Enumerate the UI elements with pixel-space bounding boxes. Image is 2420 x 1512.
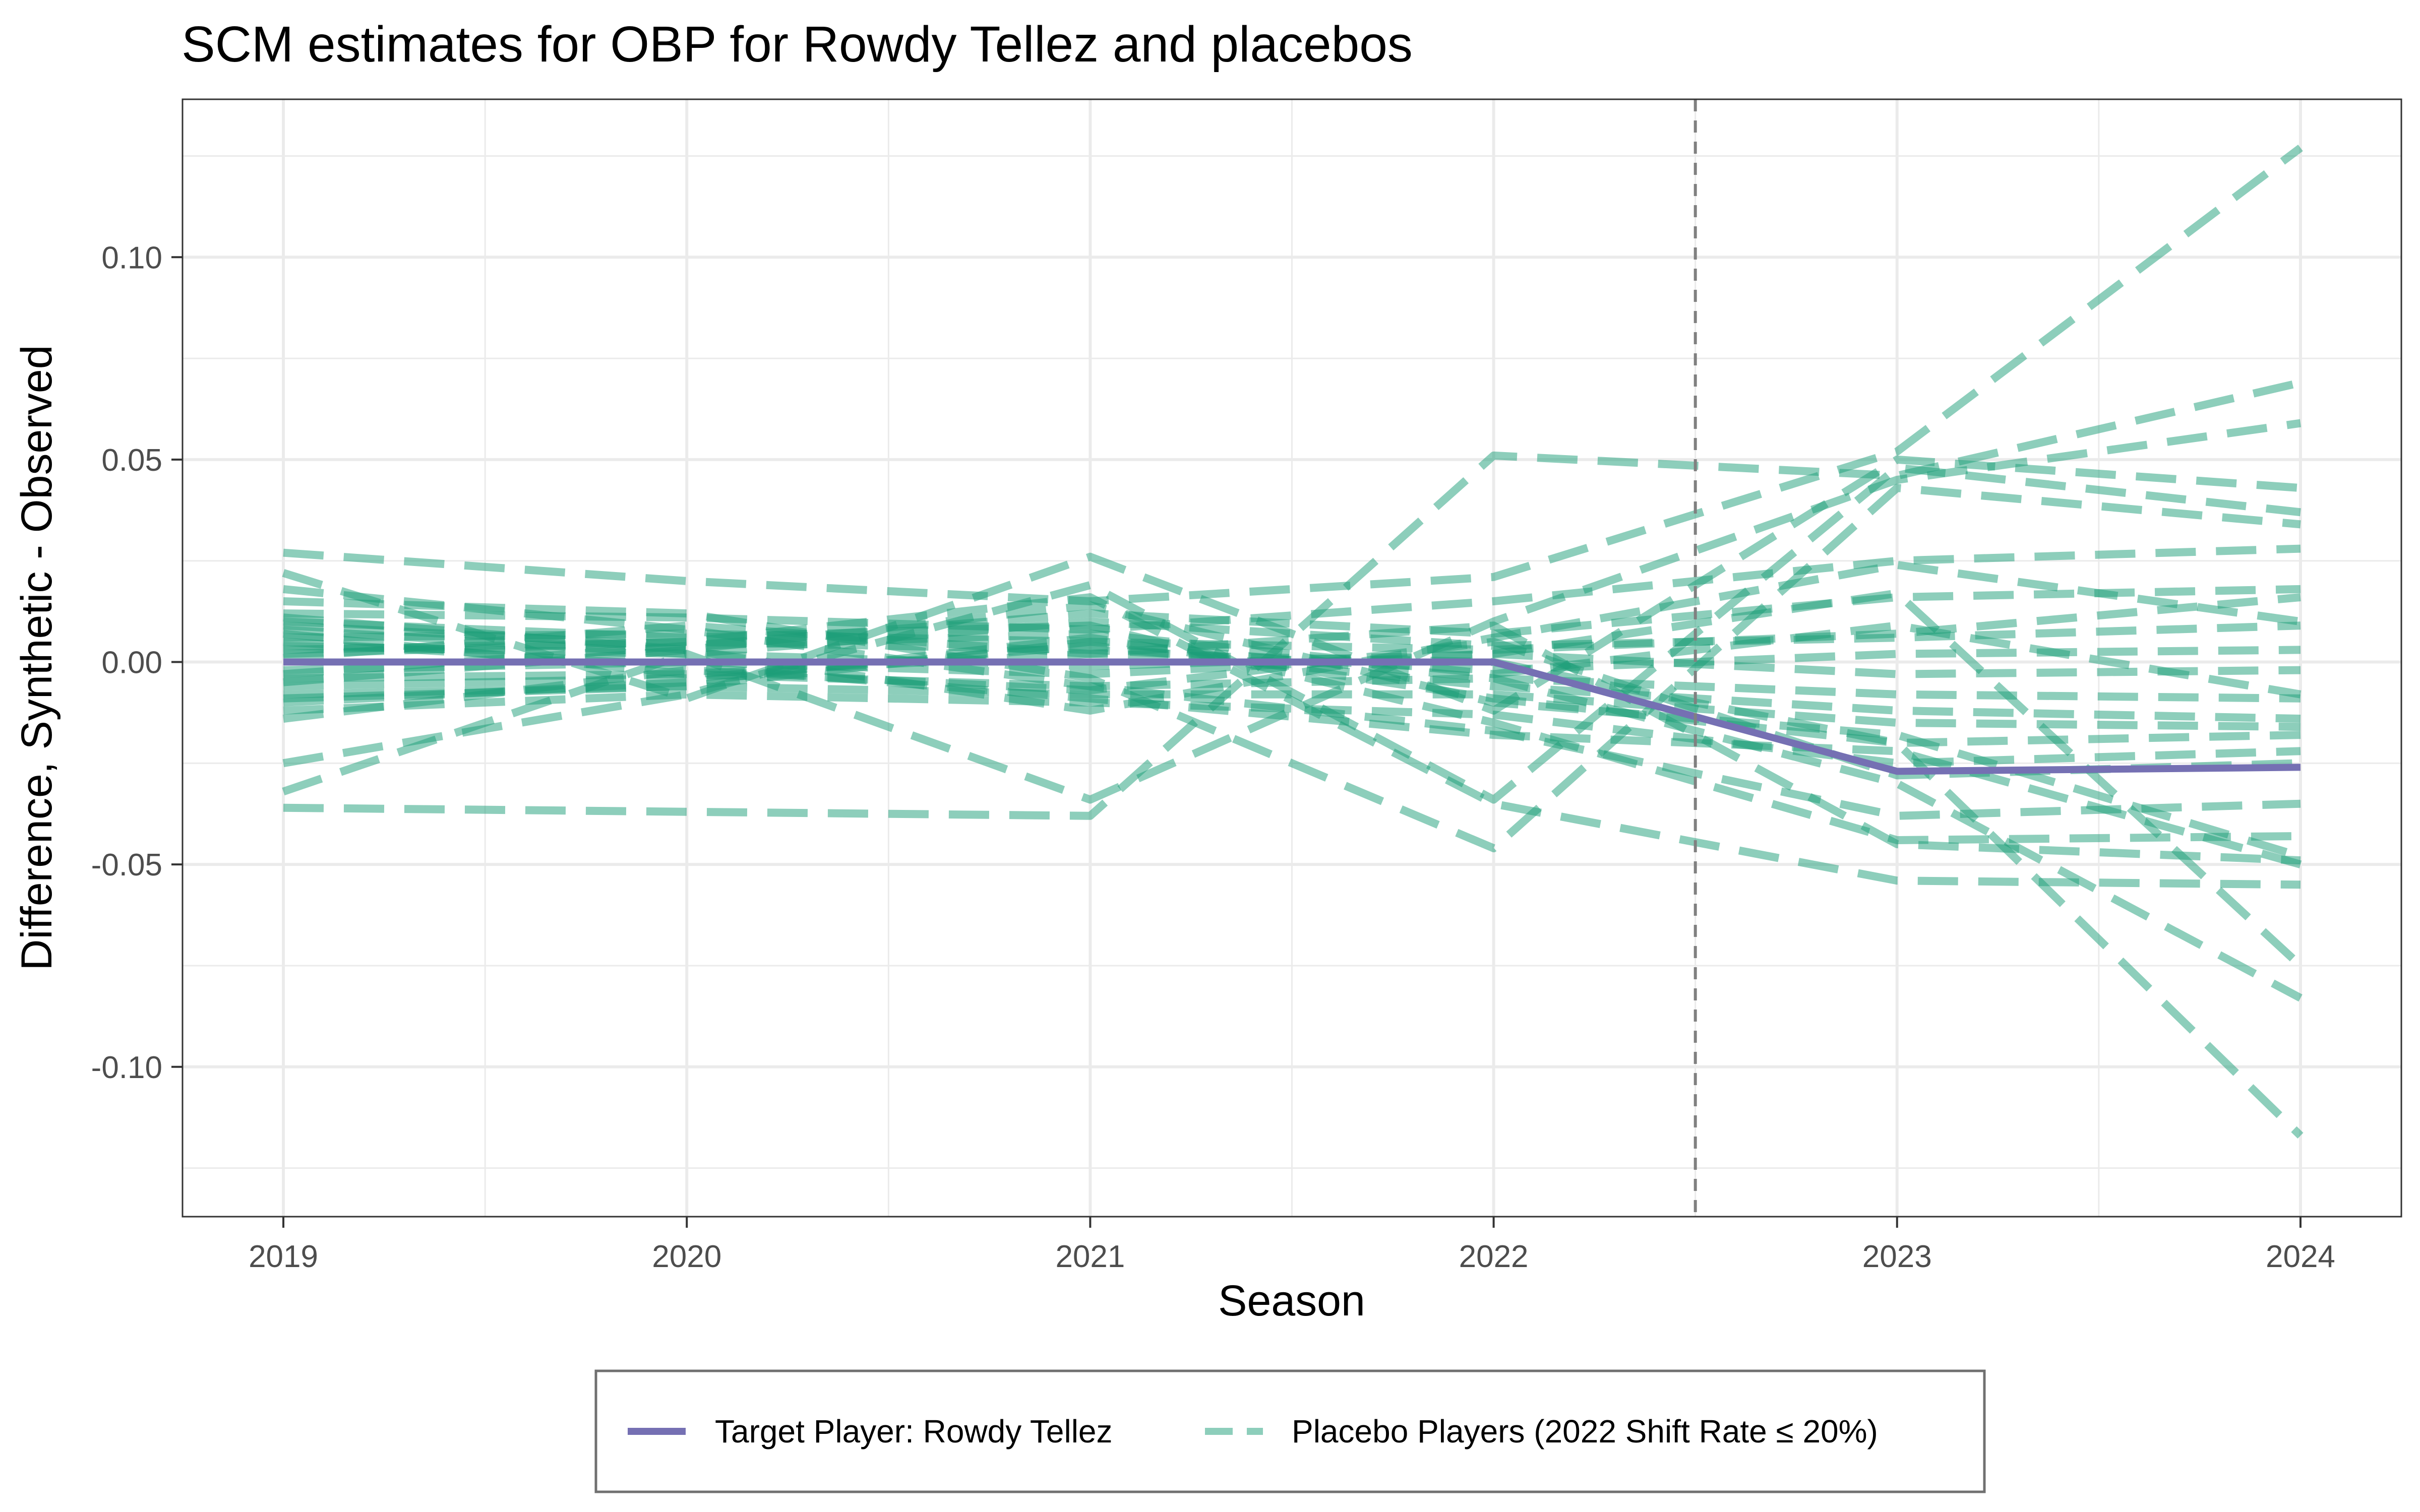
placebo-line — [283, 621, 2302, 699]
target-line — [283, 658, 2301, 775]
y-tick-label: 0.10 — [101, 240, 162, 275]
x-tick-label: 2021 — [1055, 1239, 1125, 1274]
placebo-line — [283, 617, 2301, 844]
y-tick-label: 0.00 — [101, 646, 162, 680]
x-tick-label: 2024 — [2266, 1239, 2335, 1274]
placebo-line — [283, 484, 2301, 852]
x-axis-title: Season — [1218, 1277, 1365, 1325]
placebo-line — [283, 690, 2301, 768]
y-tick-label: -0.05 — [91, 848, 162, 883]
y-axis: 0.10 0.05 0.00 -0.05 -0.10 — [91, 240, 183, 1085]
placebo-line — [283, 560, 2302, 715]
x-tick-label: 2019 — [249, 1239, 318, 1274]
placebo-line — [283, 145, 2303, 605]
x-tick-label: 2020 — [652, 1239, 721, 1274]
placebo-line — [283, 601, 2302, 860]
placebo-line — [283, 379, 2302, 820]
plot-border — [182, 98, 2402, 1218]
placebo-line — [283, 621, 2301, 865]
placebo-line — [282, 464, 2301, 804]
placebo-line — [282, 419, 2302, 804]
placebo-line — [283, 544, 2301, 634]
placebo-line — [282, 455, 2301, 715]
x-axis: 2019 2020 2021 2022 2023 2024 — [249, 1217, 2335, 1274]
plot-panel — [182, 98, 2402, 1218]
legend-box — [594, 1369, 1986, 1493]
y-tick-label: -0.10 — [91, 1050, 162, 1085]
x-tick-label: 2023 — [1862, 1239, 1932, 1274]
placebo-line — [283, 638, 2303, 1002]
legend: Target Player: Rowdy Tellez Placebo Play… — [594, 1369, 1986, 1493]
y-axis-title: Difference, Synthetic - Observed — [13, 345, 61, 970]
chart-title: SCM estimates for OBP for Rowdy Tellez a… — [182, 16, 1413, 73]
x-tick-label: 2022 — [1459, 1239, 1529, 1274]
legend-label-target: Target Player: Rowdy Tellez — [715, 1413, 1113, 1450]
legend-label-placebo: Placebo Players (2022 Shift Rate ≤ 20%) — [1292, 1413, 1878, 1450]
y-tick-label: 0.05 — [101, 443, 162, 478]
target-series — [283, 658, 2301, 775]
placebo-line — [283, 621, 2304, 1139]
